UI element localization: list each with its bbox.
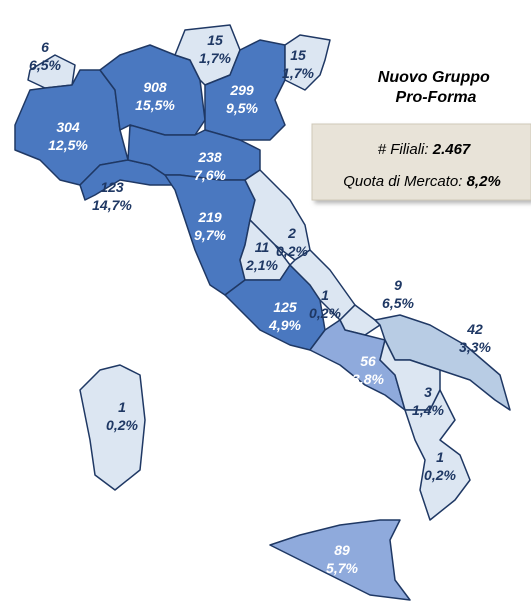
- region: [79, 364, 146, 491]
- region-count: 908: [143, 79, 167, 95]
- region-share: 6,5%: [29, 57, 61, 73]
- region: [224, 264, 326, 351]
- summary-box: [311, 123, 531, 201]
- region-count: 1: [436, 449, 444, 465]
- region-share: 9,7%: [194, 227, 226, 243]
- regions: [14, 24, 511, 601]
- region-share: 14,7%: [92, 197, 132, 213]
- region-count: 304: [56, 119, 80, 135]
- region-share: 1,4%: [412, 402, 444, 418]
- region-share: 9,5%: [226, 100, 258, 116]
- region-share: 4,9%: [268, 317, 301, 333]
- branches-value: 2.467: [432, 141, 471, 158]
- branches-label: # Filiali:: [378, 141, 429, 158]
- branches: # Filiali: 2.467: [378, 141, 471, 158]
- region-count: 6: [41, 39, 49, 55]
- share-value: 8,2%: [467, 173, 501, 190]
- region-share: 0,2%: [276, 243, 308, 259]
- region-count: 3: [424, 384, 432, 400]
- region-count: 1: [118, 399, 126, 415]
- labels: 6 6,5% 304 12,5% 908 15,5% 15 1,7% 299 9,5% 15 1,7%…: [29, 32, 491, 576]
- region: [269, 519, 411, 601]
- region-count: 219: [197, 209, 222, 225]
- region-count: 123: [100, 179, 124, 195]
- region-share: 12,5%: [48, 137, 88, 153]
- region-share: 3,3%: [459, 339, 491, 355]
- region-count: 42: [466, 321, 483, 337]
- region-count: 299: [229, 82, 254, 98]
- region-count: 89: [334, 542, 350, 558]
- region-share: 2,1%: [245, 257, 278, 273]
- region-share: 7,6%: [194, 167, 226, 183]
- region-share: 1,7%: [282, 65, 314, 81]
- region-count: 15: [290, 47, 306, 63]
- region-share: 0,2%: [106, 417, 138, 433]
- region-share: 6,5%: [382, 295, 414, 311]
- region-count: 56: [360, 353, 376, 369]
- title-line: Nuovo Gruppo: [378, 69, 490, 86]
- region: [404, 389, 471, 521]
- region: [284, 34, 331, 91]
- region-count: 15: [207, 32, 223, 48]
- region-share: 3,8%: [352, 371, 384, 387]
- title: Nuovo Gruppo Pro-Forma: [378, 69, 494, 106]
- share: Quota di Mercato: 8,2%: [343, 173, 501, 190]
- region-count: 2: [287, 225, 296, 241]
- region-count: 11: [255, 239, 270, 255]
- region: [204, 39, 286, 141]
- region-share: 15,5%: [135, 97, 175, 113]
- region-share: 0,2%: [309, 305, 341, 321]
- region-count: 9: [394, 277, 402, 293]
- title-line: Pro-Forma: [396, 89, 477, 106]
- region-count: 238: [197, 149, 222, 165]
- region-share: 1,7%: [199, 50, 231, 66]
- region-share: 5,7%: [326, 560, 358, 576]
- region-count: 125: [273, 299, 297, 315]
- region-count: 1: [321, 287, 329, 303]
- share-label: Quota di Mercato:: [343, 173, 462, 190]
- region-share: 0,2%: [424, 467, 456, 483]
